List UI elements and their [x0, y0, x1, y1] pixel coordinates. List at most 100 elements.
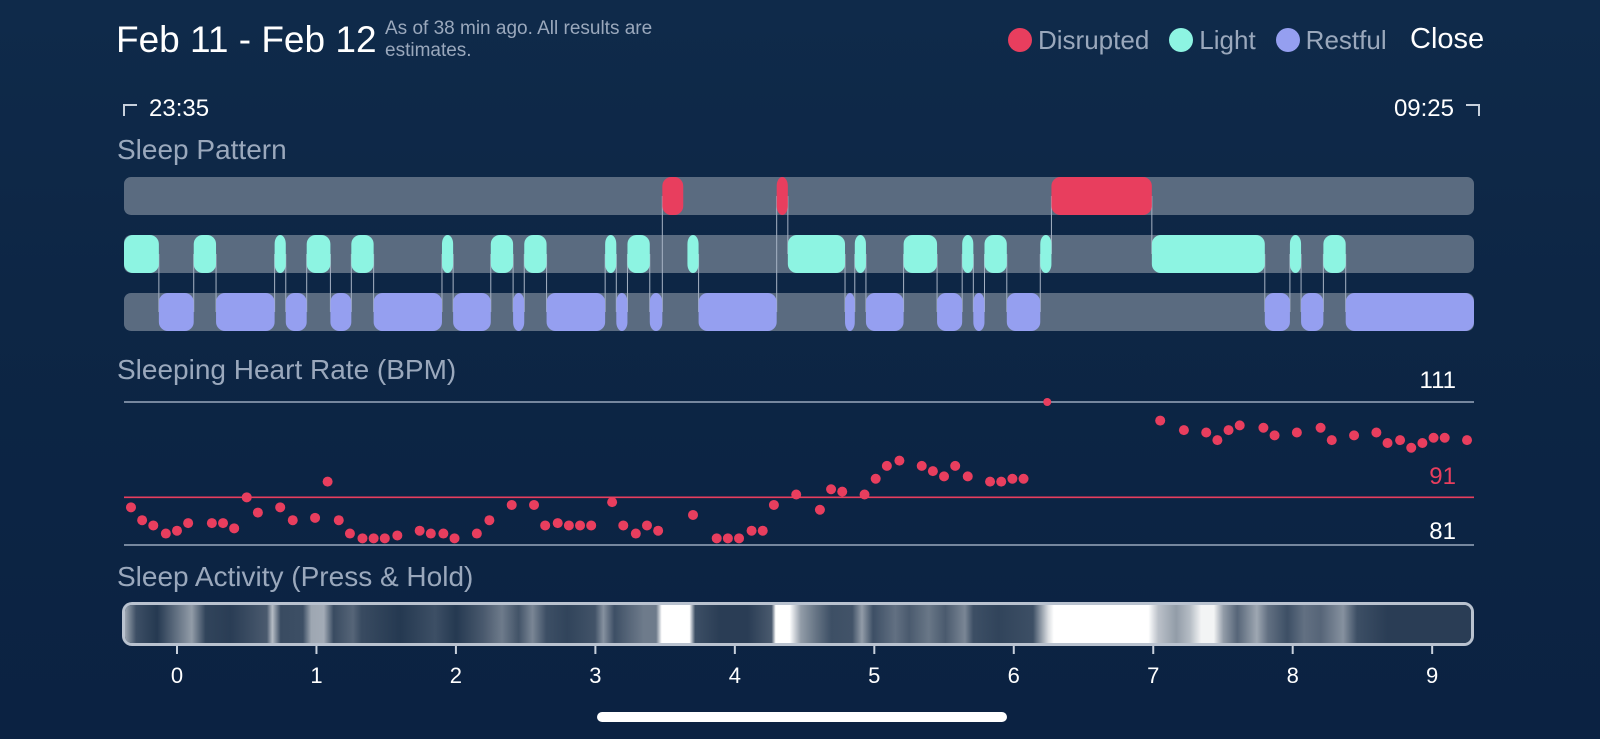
- hour-tick-label: 4: [729, 663, 741, 688]
- hr-point: [1269, 430, 1280, 441]
- hr-point: [1428, 432, 1439, 443]
- stage-legend: Disrupted Light Restful: [1008, 22, 1407, 58]
- hr-point: [241, 492, 252, 503]
- legend-light: Light: [1169, 24, 1256, 56]
- hr-point: [1371, 427, 1382, 438]
- hr-point: [540, 520, 551, 531]
- disrupted-track: [124, 177, 1474, 215]
- hr-point: [1223, 425, 1234, 436]
- restful-segment: [973, 293, 985, 331]
- hr-point: [484, 515, 495, 526]
- hr-point: [310, 512, 321, 523]
- restful-segment: [330, 293, 352, 331]
- hr-point: [392, 530, 403, 541]
- hr-point: [506, 499, 517, 510]
- hr-point: [768, 499, 779, 510]
- date-range-title: Feb 11 - Feb 12: [116, 19, 377, 60]
- hour-tick-label: 1: [310, 663, 322, 688]
- hr-point: [125, 502, 136, 513]
- hr-point: [368, 533, 379, 544]
- home-indicator[interactable]: [597, 712, 1007, 722]
- light-segment: [627, 235, 650, 273]
- hour-tick-label: 0: [171, 663, 183, 688]
- light-segment: [490, 235, 514, 273]
- hr-point: [757, 525, 768, 536]
- restful-dot-icon: [1275, 28, 1300, 52]
- hr-point: [894, 455, 905, 466]
- light-segment: [524, 235, 547, 273]
- hr-point: [1291, 427, 1302, 438]
- restful-segment: [845, 293, 855, 331]
- hr-point: [322, 476, 333, 487]
- light-segment: [193, 235, 217, 273]
- hr-point: [563, 520, 574, 531]
- restful-segment: [649, 293, 663, 331]
- restful-segment: [453, 293, 491, 331]
- hr-min-label: 81: [1429, 518, 1456, 545]
- restful-segment: [1006, 293, 1041, 331]
- hr-max-label: 111: [1419, 367, 1456, 394]
- hr-point: [206, 518, 217, 529]
- restful-segment: [216, 293, 275, 331]
- light-segment: [854, 235, 866, 273]
- hr-point: [148, 520, 159, 531]
- hr-point: [881, 460, 892, 471]
- disrupted-segment: [776, 177, 788, 215]
- hr-point: [1258, 422, 1269, 433]
- restful-segment: [698, 293, 777, 331]
- hr-point: [870, 473, 881, 484]
- light-segment: [1151, 235, 1265, 273]
- light-segment: [962, 235, 974, 273]
- hour-tick-label: 7: [1147, 663, 1159, 688]
- hr-point: [1439, 432, 1450, 443]
- light-segment: [306, 235, 331, 273]
- hour-tick-label: 9: [1426, 663, 1438, 688]
- hr-point: [183, 518, 194, 529]
- hr-point: [837, 486, 848, 497]
- estimate-note: As of 38 min ago. All results are estima…: [385, 18, 653, 61]
- heart-rate-chart: [124, 398, 1474, 546]
- hr-point: [1417, 437, 1428, 448]
- hr-point: [630, 528, 641, 539]
- hr-point: [1212, 435, 1223, 446]
- disrupted-segment: [1051, 177, 1152, 215]
- hr-point: [939, 471, 950, 482]
- restful-segment: [513, 293, 525, 331]
- light-segment: [351, 235, 374, 273]
- end-bracket-icon: [1466, 103, 1480, 116]
- light-segment: [1289, 235, 1302, 273]
- sleep-activity-bar[interactable]: [122, 602, 1474, 646]
- hr-point: [1395, 435, 1406, 446]
- sleep-pattern-chart: [124, 177, 1474, 331]
- hr-point: [607, 497, 618, 508]
- disrupted-segment: [662, 177, 684, 215]
- close-button[interactable]: Close: [1410, 23, 1485, 55]
- legend-light-label: Light: [1199, 24, 1256, 55]
- legend-disrupted: Disrupted: [1008, 25, 1149, 56]
- hr-point: [275, 502, 286, 513]
- hour-tick-label: 3: [589, 663, 601, 688]
- end-time-value: 09:25: [1393, 95, 1454, 122]
- sleep-activity-gradient: [125, 605, 1471, 643]
- legend-restful-label: Restful: [1305, 24, 1387, 55]
- restful-segment: [1264, 293, 1290, 331]
- light-segment: [1323, 235, 1346, 273]
- hr-point: [1178, 425, 1189, 436]
- disrupted-dot-icon: [1008, 28, 1032, 52]
- light-segment: [984, 235, 1007, 273]
- hr-point: [962, 471, 973, 482]
- hr-point: [586, 520, 597, 531]
- restful-segment: [616, 293, 628, 331]
- legend-disrupted-label: Disrupted: [1038, 24, 1150, 55]
- hr-point: [1018, 473, 1029, 484]
- hr-point: [357, 533, 368, 544]
- hr-point: [529, 499, 540, 510]
- hr-point: [287, 515, 298, 526]
- hr-point: [1315, 422, 1326, 433]
- end-time: 09:25: [1394, 94, 1480, 124]
- hr-point: [379, 533, 390, 544]
- hour-tick-label: 8: [1287, 663, 1299, 688]
- hr-point: [791, 489, 802, 500]
- light-segment: [1040, 235, 1052, 273]
- hr-point: [927, 466, 938, 477]
